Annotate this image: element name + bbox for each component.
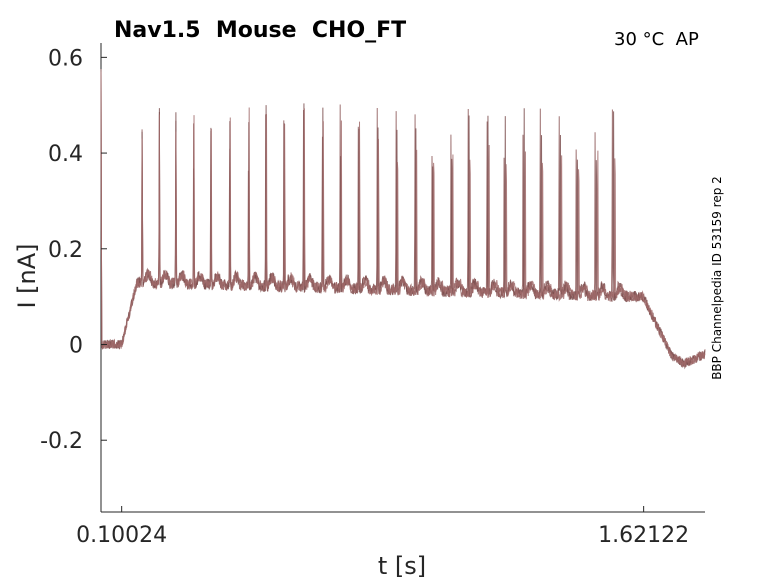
chart-title: Nav1.5 Mouse CHO_FT (114, 18, 407, 43)
x-tick-label: 0.10024 (76, 523, 167, 548)
y-tick-label: 0 (69, 334, 83, 359)
source-label: BBP Channelpedia ID 53159 rep 2 (710, 176, 724, 380)
x-tick-label: 1.62122 (598, 523, 689, 548)
ticks: 0.6 0.4 0.2 0 -0.2 0.10024 1.62122 (40, 46, 689, 548)
y-axis-label: I [nA] (13, 243, 41, 309)
y-tick-label: 0.2 (48, 238, 83, 263)
y-tick-label: -0.2 (40, 429, 83, 454)
condition-label: 30 °C AP (614, 29, 699, 50)
traces (100, 69, 706, 370)
y-tick-label: 0.4 (48, 142, 83, 167)
current-trace (100, 69, 706, 368)
y-tick-label: 0.6 (48, 46, 83, 71)
x-axis-label: t [s] (377, 552, 427, 580)
